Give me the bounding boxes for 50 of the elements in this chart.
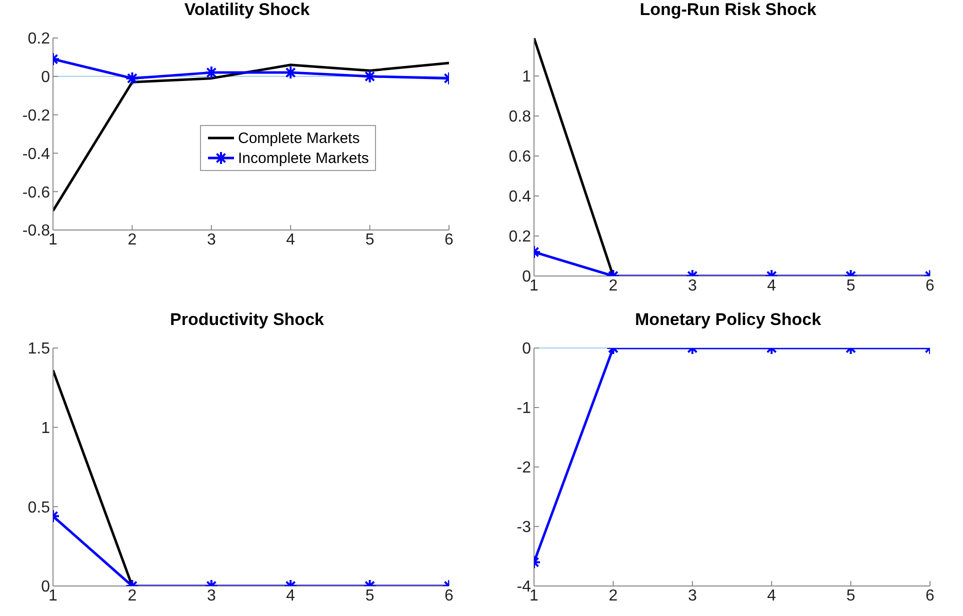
x-tick-label: 6 xyxy=(926,277,935,294)
y-tick-label: -2 xyxy=(516,460,532,477)
x-tick-label: 2 xyxy=(608,587,618,604)
x-tick-label: 4 xyxy=(286,587,296,604)
chart-title: Volatility Shock xyxy=(183,0,311,20)
point xyxy=(204,66,218,80)
y-tick-label: -3 xyxy=(516,519,532,536)
y-tick-label: 0 xyxy=(41,578,50,596)
x-tick-label: 2 xyxy=(608,277,618,294)
x-tick-label: 2 xyxy=(128,587,137,604)
x-tick-label: 4 xyxy=(767,587,776,604)
y-tick-label: 0.2 xyxy=(28,30,50,48)
line-series xyxy=(53,62,449,212)
chart-title: Long-Run Risk Shock xyxy=(638,0,818,20)
y-tick-label: -0.4 xyxy=(22,146,50,163)
x-tick-label: 2 xyxy=(128,231,137,248)
x-tick-label: 5 xyxy=(365,231,374,248)
y-tick-label: 1 xyxy=(41,420,50,438)
y-tick-label: 0.4 xyxy=(508,188,532,206)
x-tick-label: 5 xyxy=(365,587,374,604)
x-tick-label: 5 xyxy=(846,587,856,604)
y-tick-label: 0.5 xyxy=(28,499,50,516)
x-tick-label: 6 xyxy=(444,587,454,604)
x-tick-label: 3 xyxy=(688,277,697,294)
y-tick-label: -0.6 xyxy=(22,184,50,202)
x-tick-label: 3 xyxy=(206,587,216,604)
y-tick-label: 0 xyxy=(41,69,50,86)
x-tick-label: 4 xyxy=(286,231,296,248)
y-tick-label: 0 xyxy=(522,268,532,286)
y-tick-label: 0 xyxy=(522,340,532,358)
x-tick-label: 6 xyxy=(926,587,935,604)
legend-label: Complete Markets xyxy=(238,130,360,146)
y-tick-label: -1 xyxy=(516,400,532,418)
x-tick-label: 5 xyxy=(846,277,856,294)
chart-title: Productivity Shock xyxy=(169,310,325,330)
point xyxy=(284,66,298,80)
x-tick-label: 3 xyxy=(206,231,216,248)
x-tick-label: 6 xyxy=(444,231,454,248)
x-tick-label: 4 xyxy=(767,277,776,294)
y-tick-label: -0.8 xyxy=(22,222,50,240)
y-tick-label: 1 xyxy=(522,68,532,86)
x-tick-label: 3 xyxy=(688,587,697,604)
legend-label: Incomplete Markets xyxy=(238,150,369,166)
y-tick-label: 0.2 xyxy=(508,228,532,246)
y-tick-label: 0.8 xyxy=(508,108,532,126)
y-tick-label: 1.5 xyxy=(28,340,50,358)
chart-title: Monetary Policy Shock xyxy=(634,310,822,330)
y-tick-label: -4 xyxy=(516,578,532,596)
y-tick-label: -0.2 xyxy=(22,107,50,124)
y-tick-label: 0.6 xyxy=(508,148,532,166)
